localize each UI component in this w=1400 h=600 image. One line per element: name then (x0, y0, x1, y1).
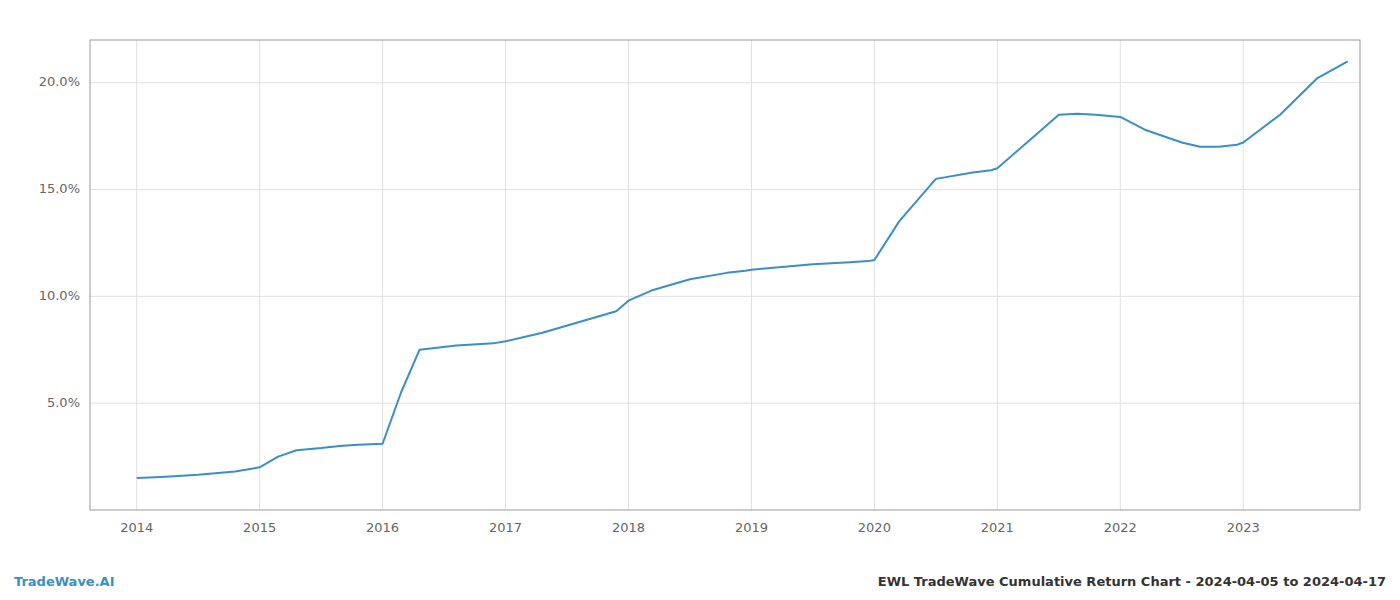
x-tick-label: 2017 (489, 520, 522, 535)
x-grid-line (382, 40, 383, 510)
x-grid-line (136, 40, 137, 510)
x-tick-label: 2023 (1227, 520, 1260, 535)
x-grid-line (997, 40, 998, 510)
grid (90, 40, 1360, 510)
x-grid-line (1243, 40, 1244, 510)
chart-svg: 5.0% 10.0% 15.0% 20.0% 2014 2015 2016 2017 2018 2… (0, 0, 1400, 600)
chart-container: 5.0% 10.0% 15.0% 20.0% 2014 2015 2016 2017 2018 2… (0, 0, 1400, 600)
x-tick-label: 2022 (1104, 520, 1137, 535)
y-grid-line (90, 189, 1360, 190)
y-tick-label: 5.0% (47, 395, 80, 410)
x-tick-label: 2014 (120, 520, 153, 535)
y-tick-label: 15.0% (39, 181, 80, 196)
x-tick-label: 2018 (612, 520, 645, 535)
x-grid-line (751, 40, 752, 510)
series-group (137, 61, 1348, 478)
page: {"chart_data": { "type": "line", "annota… (0, 0, 1400, 600)
x-tick-label: 2021 (981, 520, 1014, 535)
x-tick-label: 2015 (243, 520, 276, 535)
y-grid-line (90, 82, 1360, 83)
y-tick-label: 10.0% (39, 288, 80, 303)
axes: 5.0% 10.0% 15.0% 20.0% 2014 2015 2016 2017 2018 2… (39, 40, 1360, 535)
x-grid-line (259, 40, 260, 510)
plot-frame (90, 40, 1360, 510)
x-tick-label: 2020 (858, 520, 891, 535)
x-tick-label: 2016 (366, 520, 399, 535)
y-tick-label: 20.0% (39, 74, 80, 89)
x-grid-line (1120, 40, 1121, 510)
footer-left: TradeWave.AI (14, 574, 115, 589)
x-grid-line (874, 40, 875, 510)
y-grid-line (90, 296, 1360, 297)
y-grid-line (90, 403, 1360, 404)
x-grid-line (628, 40, 629, 510)
x-tick-label: 2019 (735, 520, 768, 535)
x-grid-line (505, 40, 506, 510)
footer-right: EWL TradeWave Cumulative Return Chart - … (878, 574, 1386, 589)
data-line (137, 61, 1348, 478)
